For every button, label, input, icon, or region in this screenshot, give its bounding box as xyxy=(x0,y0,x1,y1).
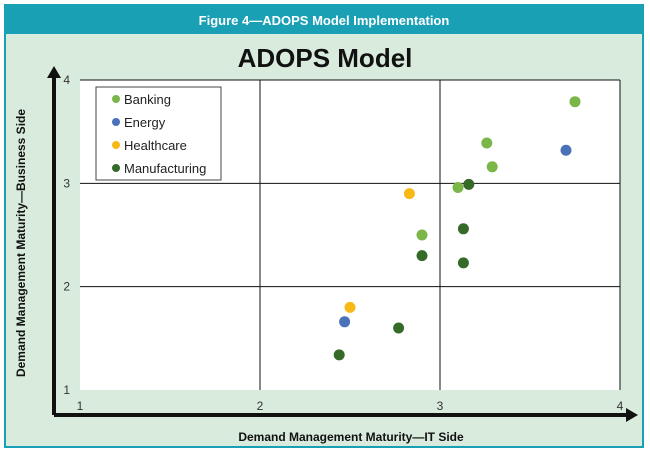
data-point-healthcare xyxy=(344,301,356,313)
chart-title: ADOPS Model xyxy=(238,43,413,73)
y-axis-label: Demand Management Maturity—Business Side xyxy=(14,109,28,377)
data-point-energy xyxy=(339,316,351,328)
data-point-healthcare xyxy=(403,188,415,200)
x-tick-label: 2 xyxy=(257,399,264,413)
data-point-manufacturing xyxy=(463,178,475,190)
x-tick-label: 4 xyxy=(617,399,624,413)
x-tick-label: 1 xyxy=(77,399,84,413)
legend: Banking Energy Healthcare Manufacturing xyxy=(95,86,222,181)
legend-label: Healthcare xyxy=(124,138,187,153)
x-axis-label: Demand Management Maturity—IT Side xyxy=(238,430,464,444)
data-point-banking xyxy=(452,181,464,193)
y-tick-label: 2 xyxy=(63,280,70,294)
data-point-banking xyxy=(569,96,581,108)
data-point-banking xyxy=(481,137,493,149)
y-tick-label: 1 xyxy=(63,383,70,397)
legend-marker xyxy=(112,118,120,126)
data-point-energy xyxy=(560,144,572,156)
data-point-banking xyxy=(486,161,498,173)
data-point-banking xyxy=(416,229,428,241)
y-tick-label: 3 xyxy=(63,176,70,190)
data-point-manufacturing xyxy=(393,322,405,334)
legend-label: Manufacturing xyxy=(124,161,206,176)
data-point-manufacturing xyxy=(333,349,345,361)
figure-banner: Figure 4—ADOPS Model Implementation xyxy=(6,6,642,34)
data-point-manufacturing xyxy=(457,257,469,269)
data-points xyxy=(333,96,581,361)
legend-marker xyxy=(112,164,120,172)
y-axis-arrow xyxy=(47,66,61,78)
axes: 1 2 3 4 1 2 3 4 xyxy=(47,66,638,422)
legend-marker xyxy=(112,141,120,149)
legend-label: Banking xyxy=(124,92,171,107)
x-tick-label: 3 xyxy=(437,399,444,413)
legend-marker xyxy=(112,95,120,103)
x-axis-arrow xyxy=(626,408,638,422)
data-point-manufacturing xyxy=(457,223,469,235)
data-point-manufacturing xyxy=(416,250,428,262)
legend-label: Energy xyxy=(124,115,166,130)
y-tick-label: 4 xyxy=(63,73,70,87)
